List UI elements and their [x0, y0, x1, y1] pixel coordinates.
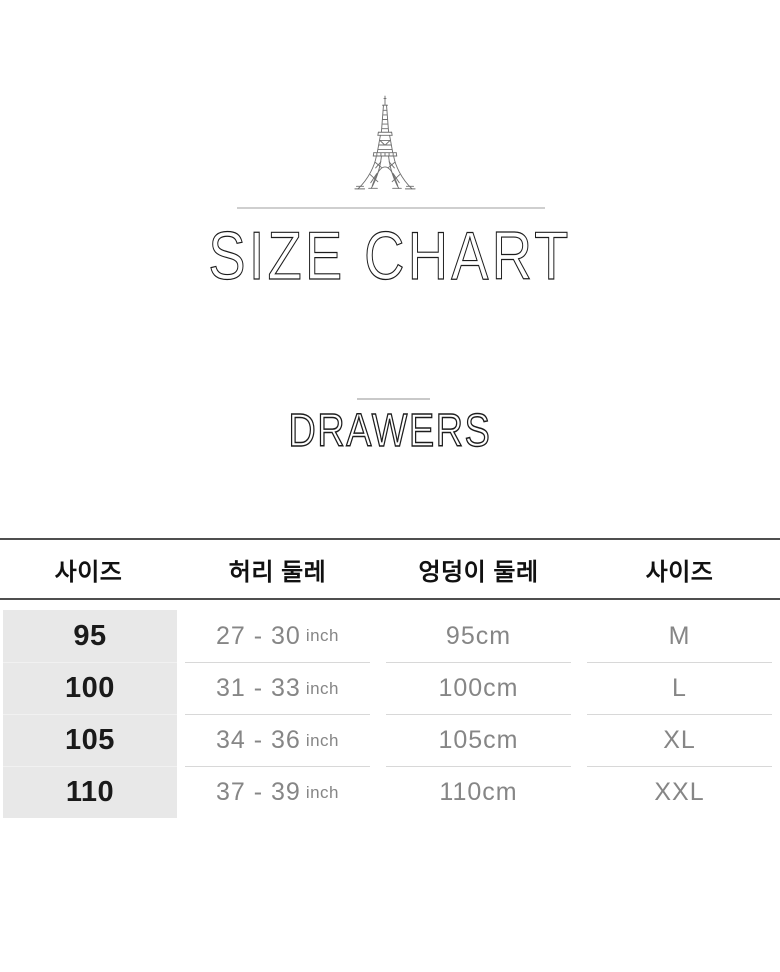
- size-kr-cell: 95: [3, 610, 177, 662]
- size-intl-cell: XL: [587, 714, 772, 766]
- page-title: SIZE CHART: [208, 218, 572, 294]
- waist-cell: 34 - 36 inch: [185, 714, 370, 766]
- waist-unit: inch: [305, 730, 340, 750]
- header-size-kr: 사이즈: [54, 558, 123, 586]
- size-intl-cell: M: [668, 621, 691, 650]
- header-hip: 엉덩이 둘레: [418, 558, 539, 586]
- hip-cell: 110cm: [386, 766, 571, 818]
- waist-range: 34 - 36: [215, 726, 301, 754]
- waist-cell: 37 - 39 inch: [185, 766, 370, 818]
- header-waist: 허리 둘레: [228, 558, 327, 586]
- waist-range: 27 - 30: [215, 621, 301, 650]
- waist-cell: 27 - 30 inch: [185, 610, 370, 662]
- subtitle-divider-line: [357, 398, 430, 400]
- waist-range: 31 - 33: [215, 674, 301, 702]
- size-intl-cell: L: [587, 662, 772, 714]
- hip-cell: 100cm: [386, 662, 571, 714]
- title-divider-line: [237, 207, 545, 209]
- table-header-row: 사이즈 허리 둘레 엉덩이 둘레 사이즈: [0, 538, 780, 600]
- table-body: 95 27 - 30 inch 95cm M 100 31 - 33 inch 10…: [0, 610, 780, 818]
- waist-range: 37 - 39: [215, 778, 301, 806]
- size-kr-cell: 110: [3, 766, 177, 818]
- waist-cell: 31 - 33 inch: [185, 662, 370, 714]
- size-intl-cell: XXL: [587, 766, 772, 818]
- header-size-intl: 사이즈: [645, 558, 714, 586]
- hip-cell: 105cm: [386, 714, 571, 766]
- eiffel-tower-icon: [354, 95, 416, 190]
- size-chart-table: 사이즈 허리 둘레 엉덩이 둘레 사이즈 95 27 - 30 inch 95cm…: [0, 538, 780, 818]
- size-kr-cell: 105: [3, 714, 177, 766]
- waist-unit: inch: [305, 678, 340, 698]
- product-name-label: DRAWERS: [288, 404, 492, 456]
- waist-unit: inch: [305, 626, 340, 645]
- hip-cell: 95cm: [445, 621, 512, 650]
- waist-unit: inch: [305, 782, 340, 802]
- size-kr-cell: 100: [3, 662, 177, 714]
